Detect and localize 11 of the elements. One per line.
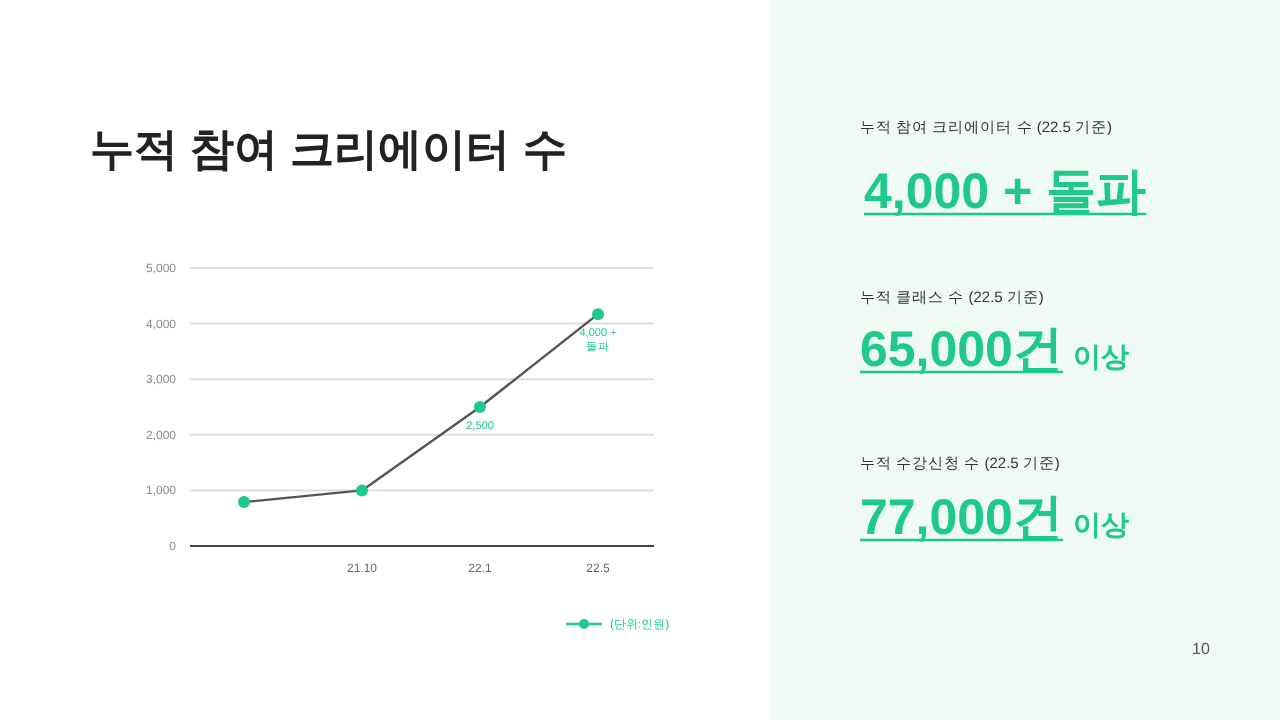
text: 이상 xyxy=(1072,340,1129,372)
point xyxy=(474,401,486,413)
point xyxy=(238,496,250,509)
text: 77,000건 xyxy=(860,490,1063,546)
text: 4,000 + 돌파 xyxy=(864,164,1147,220)
point xyxy=(592,308,604,321)
text: 이상 xyxy=(1072,508,1129,540)
text: 10 xyxy=(1192,640,1211,658)
chart-title: 누적 참여 크리에이터 수 xyxy=(90,124,567,174)
point xyxy=(356,484,368,497)
text: 65,000건 xyxy=(860,322,1063,378)
